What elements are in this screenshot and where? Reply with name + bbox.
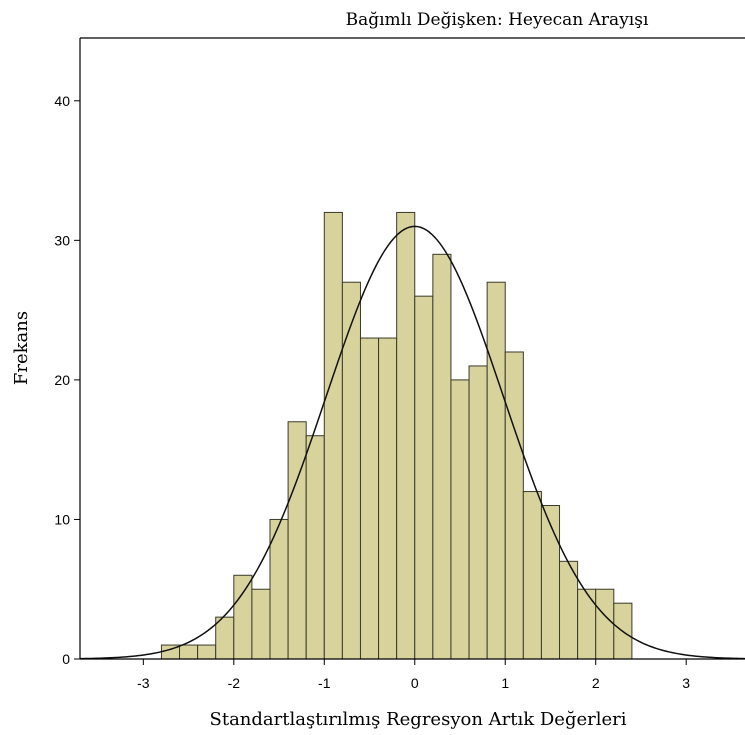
histogram-bar [341,281,361,660]
histogram-bar [468,365,488,660]
histogram-bar [396,211,416,660]
histogram-bar [486,281,506,660]
y-tick-label: 40 [54,93,70,109]
x-tick-label: -3 [137,675,150,691]
histogram-bar [233,574,253,660]
x-tick-label: 1 [501,675,509,691]
y-tick-label: 20 [54,372,70,388]
x-tick-label: -1 [318,675,331,691]
curve-layer [79,225,745,660]
axes-layer [79,37,745,660]
bars-layer [160,211,633,660]
histogram-bar [450,379,470,660]
y-tick-label: 30 [54,232,70,248]
histogram-bar [323,211,343,660]
x-tick-label: 2 [592,675,600,691]
histogram-bar [251,588,271,660]
x-tick-label: 0 [411,675,419,691]
histogram-bar [197,644,217,660]
y-tick-label: 0 [62,651,70,667]
histogram-bar [595,588,615,660]
histogram-bar [540,504,561,660]
histogram-bar [577,588,597,660]
histogram-bar [378,337,398,660]
histogram-bar [504,351,524,660]
chart-title: Bağımlı Değişken: Heyecan Arayışı [346,10,649,30]
histogram-bar [305,435,325,660]
y-axis-label: Frekans [11,311,32,385]
histogram-bar [432,253,452,660]
histogram-bar [359,337,380,660]
histogram-bar [287,421,307,660]
histogram-bar [215,616,235,660]
histogram-bar [522,491,542,660]
histogram-bar [179,644,199,660]
x-tick-label: 3 [682,675,690,691]
y-tick-label: 10 [54,511,70,527]
normal-curve [79,225,745,660]
histogram-bar [414,295,434,660]
x-axis-label: Standartlaştırılmış Regresyon Artık Değe… [210,709,627,730]
x-tick-label: -2 [228,675,241,691]
histogram-bar [559,560,579,660]
